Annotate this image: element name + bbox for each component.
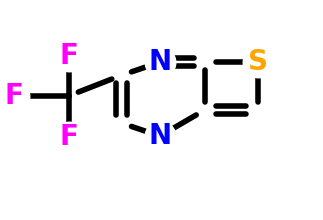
Text: N: N — [148, 48, 172, 76]
Text: F: F — [59, 42, 78, 70]
Text: F: F — [5, 82, 24, 110]
Text: F: F — [59, 123, 78, 151]
Text: N: N — [148, 122, 172, 150]
Text: S: S — [247, 48, 267, 76]
